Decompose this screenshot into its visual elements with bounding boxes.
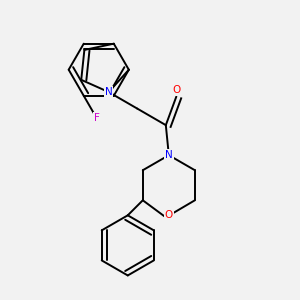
Text: N: N	[165, 150, 173, 160]
Text: O: O	[165, 210, 173, 220]
Text: F: F	[94, 113, 99, 123]
Text: N: N	[105, 87, 112, 97]
Text: O: O	[172, 85, 181, 95]
